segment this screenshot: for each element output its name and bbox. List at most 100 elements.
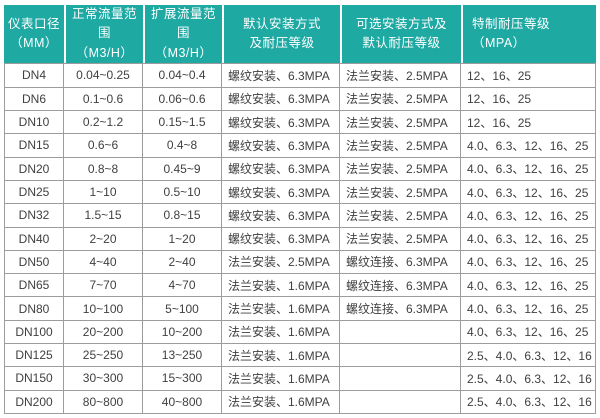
- cell-optional-installation: 法兰安装、2.5MPA: [340, 204, 461, 228]
- table-row: DN15 0.6~6 0.4~8 螺纹安装、6.3MPA 法兰安装、2.5MPA…: [4, 134, 596, 158]
- cell-default-installation: 螺纹安装、6.3MPA: [222, 180, 340, 205]
- cell-extended-flow-range: 10~200: [143, 320, 222, 344]
- cell-extended-flow-range: 0.15~1.5: [143, 111, 222, 135]
- cell-default-installation: 螺纹安装、6.3MPA: [222, 227, 340, 251]
- header-extended-flow-range: 扩展流量范围 （M3/H）: [143, 5, 222, 64]
- cell-diameter: DN50: [4, 250, 64, 275]
- cell-optional-installation: [340, 320, 461, 344]
- cell-optional-installation: [340, 367, 461, 391]
- cell-normal-flow-range: 20~200: [64, 320, 143, 344]
- cell-diameter: DN40: [4, 227, 64, 251]
- cell-default-installation: 法兰安装、1.6MPA: [222, 297, 340, 321]
- cell-special-pressure-rating: 12、16、25: [461, 87, 596, 112]
- table-row: DN150 30~300 15~300 法兰安装、1.6MPA 2.5、4.0、…: [4, 367, 596, 391]
- header-diameter: 仪表口径 （MM）: [4, 5, 64, 64]
- cell-normal-flow-range: 7~70: [64, 274, 143, 298]
- cell-normal-flow-range: 2~20: [64, 227, 143, 251]
- table-row: DN4 0.04~0.25 0.04~0.4 螺纹安装、6.3MPA 法兰安装、…: [4, 63, 596, 88]
- cell-special-pressure-rating: 2.5、4.0、6.3、12、16: [461, 343, 596, 368]
- cell-extended-flow-range: 4~70: [143, 274, 222, 298]
- table-row: DN80 10~100 5~100 法兰安装、1.6MPA 螺纹连接、6.3MP…: [4, 297, 596, 321]
- cell-optional-installation: [340, 343, 461, 368]
- cell-default-installation: 法兰安装、1.6MPA: [222, 274, 340, 298]
- cell-optional-installation: 法兰安装、2.5MPA: [340, 227, 461, 251]
- flow-meter-spec-table: 仪表口径 （MM） 正常流量范围 （M3/H） 扩展流量范围 （M3/H） 默认…: [4, 5, 596, 414]
- cell-special-pressure-rating: 4.0、6.3、12、16、25: [461, 274, 596, 298]
- cell-extended-flow-range: 15~300: [143, 367, 222, 391]
- cell-normal-flow-range: 80~800: [64, 390, 143, 414]
- table-row: DN125 25~250 13~250 法兰安装、1.6MPA 2.5、4.0、…: [4, 343, 596, 368]
- cell-special-pressure-rating: 4.0、6.3、12、16、25: [461, 320, 596, 344]
- cell-optional-installation: 螺纹连接、6.3MPA: [340, 274, 461, 298]
- cell-diameter: DN20: [4, 157, 64, 181]
- cell-normal-flow-range: 10~100: [64, 297, 143, 321]
- cell-diameter: DN80: [4, 297, 64, 321]
- cell-optional-installation: 螺纹连接、6.3MPA: [340, 297, 461, 321]
- table-body: DN4 0.04~0.25 0.04~0.4 螺纹安装、6.3MPA 法兰安装、…: [4, 63, 596, 414]
- cell-normal-flow-range: 0.1~0.6: [64, 87, 143, 112]
- header-optional-install-line1: 可选安装方式及: [355, 16, 447, 31]
- cell-extended-flow-range: 0.5~10: [143, 180, 222, 205]
- table-header: 仪表口径 （MM） 正常流量范围 （M3/H） 扩展流量范围 （M3/H） 默认…: [4, 5, 596, 64]
- header-extended-flow-line2: （M3/H）: [154, 45, 213, 60]
- cell-extended-flow-range: 1~20: [143, 227, 222, 251]
- header-normal-flow-line2: （M3/H）: [75, 45, 134, 60]
- cell-default-installation: 法兰安装、1.6MPA: [222, 343, 340, 368]
- header-row: 仪表口径 （MM） 正常流量范围 （M3/H） 扩展流量范围 （M3/H） 默认…: [4, 5, 596, 64]
- cell-extended-flow-range: 0.04~0.4: [143, 63, 222, 88]
- cell-special-pressure-rating: 4.0、6.3、12、16、25: [461, 180, 596, 205]
- cell-extended-flow-range: 13~250: [143, 343, 222, 368]
- cell-default-installation: 螺纹安装、6.3MPA: [222, 111, 340, 135]
- header-default-installation: 默认安装方式 及耐压等级: [222, 5, 340, 64]
- header-optional-install-line2: 默认耐压等级: [362, 36, 441, 51]
- cell-optional-installation: 法兰安装、2.5MPA: [340, 157, 461, 181]
- cell-extended-flow-range: 2~40: [143, 250, 222, 275]
- cell-normal-flow-range: 0.8~8: [64, 157, 143, 181]
- table-row: DN50 4~40 2~40 法兰安装、2.5MPA 螺纹连接、6.3MPA 4…: [4, 250, 596, 275]
- cell-special-pressure-rating: 2.5、4.0、6.3、12、16: [461, 390, 596, 414]
- table-row: DN32 1.5~15 0.8~15 螺纹安装、6.3MPA 法兰安装、2.5M…: [4, 204, 596, 228]
- table-row: DN65 7~70 4~70 法兰安装、1.6MPA 螺纹连接、6.3MPA 4…: [4, 274, 596, 298]
- cell-default-installation: 螺纹安装、6.3MPA: [222, 63, 340, 88]
- cell-normal-flow-range: 1.5~15: [64, 204, 143, 228]
- cell-optional-installation: 法兰安装、2.5MPA: [340, 63, 461, 88]
- cell-optional-installation: 法兰安装、2.5MPA: [340, 87, 461, 112]
- cell-diameter: DN15: [4, 134, 64, 158]
- header-default-install-line1: 默认安装方式: [242, 16, 321, 31]
- cell-extended-flow-range: 0.8~15: [143, 204, 222, 228]
- header-diameter-line2: （MM）: [10, 36, 58, 51]
- cell-normal-flow-range: 0.04~0.25: [64, 63, 143, 88]
- header-optional-installation: 可选安装方式及 默认耐压等级: [340, 5, 461, 64]
- cell-normal-flow-range: 25~250: [64, 343, 143, 368]
- table-row: DN100 20~200 10~200 法兰安装、1.6MPA 4.0、6.3、…: [4, 320, 596, 344]
- cell-optional-installation: [340, 390, 461, 414]
- cell-special-pressure-rating: 4.0、6.3、12、16、25: [461, 204, 596, 228]
- cell-special-pressure-rating: 4.0、6.3、12、16、25: [461, 227, 596, 251]
- cell-optional-installation: 法兰安装、2.5MPA: [340, 180, 461, 205]
- cell-default-installation: 法兰安装、2.5MPA: [222, 250, 340, 275]
- cell-normal-flow-range: 1~10: [64, 180, 143, 205]
- cell-default-installation: 螺纹安装、6.3MPA: [222, 134, 340, 158]
- cell-extended-flow-range: 5~100: [143, 297, 222, 321]
- cell-diameter: DN150: [4, 367, 64, 391]
- cell-default-installation: 螺纹安装、6.3MPA: [222, 87, 340, 112]
- cell-special-pressure-rating: 4.0、6.3、12、16、25: [461, 134, 596, 158]
- cell-extended-flow-range: 0.06~0.6: [143, 87, 222, 112]
- cell-default-installation: 法兰安装、1.6MPA: [222, 390, 340, 414]
- header-extended-flow-line1: 扩展流量范围: [150, 7, 216, 41]
- table-row: DN25 1~10 0.5~10 螺纹安装、6.3MPA 法兰安装、2.5MPA…: [4, 180, 596, 205]
- cell-optional-installation: 法兰安装、2.5MPA: [340, 111, 461, 135]
- cell-diameter: DN10: [4, 111, 64, 135]
- cell-diameter: DN6: [4, 87, 64, 112]
- cell-extended-flow-range: 40~800: [143, 390, 222, 414]
- cell-diameter: DN100: [4, 320, 64, 344]
- header-normal-flow-range: 正常流量范围 （M3/H）: [64, 5, 143, 64]
- table-row: DN20 0.8~8 0.45~9 螺纹安装、6.3MPA 法兰安装、2.5MP…: [4, 157, 596, 181]
- cell-special-pressure-rating: 12、16、25: [461, 63, 596, 88]
- cell-diameter: DN32: [4, 204, 64, 228]
- cell-optional-installation: 法兰安装、2.5MPA: [340, 134, 461, 158]
- cell-optional-installation: 螺纹连接、6.3MPA: [340, 250, 461, 275]
- cell-special-pressure-rating: 4.0、6.3、12、16、25: [461, 250, 596, 275]
- cell-special-pressure-rating: 4.0、6.3、12、16、25: [461, 157, 596, 181]
